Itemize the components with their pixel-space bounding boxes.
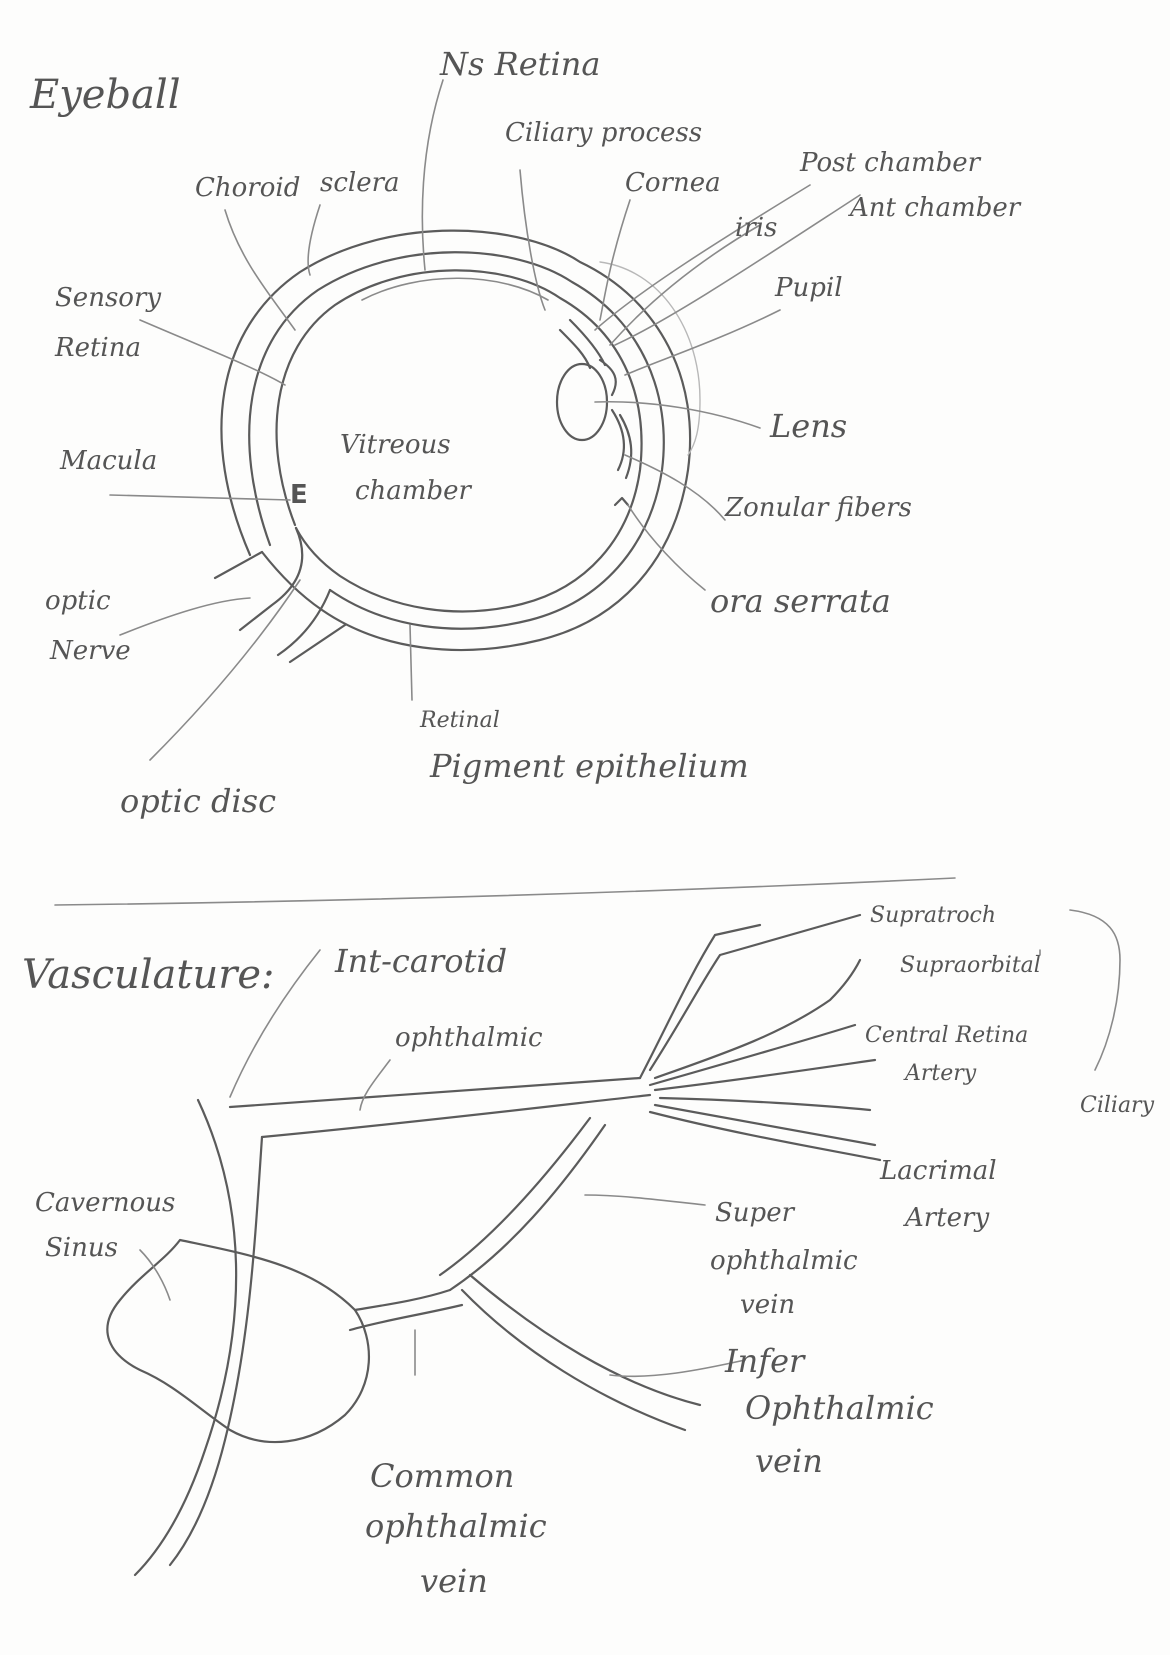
- vasculature-title: Vasculature:: [22, 952, 275, 998]
- ciliary-strokes: [610, 408, 633, 480]
- sup-ophthalmic-vein-b: [438, 1116, 592, 1277]
- label-sup-oph-2: ophthalmic: [710, 1246, 858, 1276]
- label-lacrimal-2: Artery: [905, 1203, 990, 1233]
- label-common-oph-1: Common: [370, 1457, 515, 1495]
- ora-serrata-mark: [613, 496, 630, 507]
- label-ciliary-process: Ciliary process: [505, 118, 703, 148]
- optic-nerve-base: [288, 623, 347, 664]
- common-ophthalmic-vein-b: [348, 1303, 464, 1332]
- sup-branch-b: [648, 913, 862, 1072]
- label-sup-oph-1: Super: [715, 1198, 795, 1228]
- label-cavernous-2: Sinus: [45, 1233, 118, 1263]
- ophthalmic-artery-bottom: [260, 1093, 652, 1139]
- choroid-outline: [248, 251, 665, 630]
- label-optic-nerve-1: optic: [45, 586, 111, 616]
- label-choroid: Choroid: [195, 173, 301, 203]
- label-int-carotid: Int-carotid: [335, 942, 508, 980]
- label-pupil: Pupil: [775, 273, 843, 303]
- int-carotid-outer: [133, 1098, 238, 1577]
- label-common-oph-2: ophthalmic: [365, 1507, 547, 1545]
- optic-nerve-upper: [213, 550, 264, 580]
- retina-outline: [275, 269, 643, 613]
- label-lacrimal-1: Lacrimal: [880, 1156, 997, 1186]
- label-inf-oph-3: vein: [755, 1442, 823, 1480]
- label-lens: Lens: [770, 407, 848, 445]
- iris-strokes: [558, 318, 617, 397]
- label-optic-disc: optic disc: [120, 782, 276, 820]
- ophthalmic-artery-top: [228, 1076, 642, 1109]
- label-post-chamber: Post chamber: [800, 148, 981, 178]
- label-sup-oph-3: vein: [740, 1290, 796, 1320]
- label-ns-retina: Ns Retina: [440, 45, 601, 83]
- label-inf-oph-2: Ophthalmic: [745, 1389, 934, 1427]
- label-retinal-pigment-1: Retinal: [420, 708, 500, 733]
- common-ophthalmic-vein-a: [353, 1288, 452, 1312]
- label-sclera: sclera: [320, 168, 400, 198]
- label-iris: iris: [735, 213, 778, 243]
- label-ophthalmic: ophthalmic: [395, 1023, 543, 1053]
- label-vitreous-2: chamber: [355, 476, 471, 506]
- label-ant-chamber: Ant chamber: [850, 193, 1021, 223]
- inf-ophthalmic-vein-a: [460, 1288, 687, 1432]
- cornea-faint: [599, 261, 701, 456]
- sup-branch-a: [638, 923, 762, 1080]
- label-cornea: Cornea: [625, 168, 721, 198]
- section-divider: [54, 877, 956, 906]
- label-central-retinal-1: Central Retina: [865, 1023, 1029, 1048]
- cavernous-sinus-outline: [106, 1238, 370, 1444]
- label-vitreous-1: Vitreous: [340, 430, 451, 460]
- label-retinal-pigment-2: Pigment epithelium: [430, 747, 749, 785]
- label-supraorbital: Supraorbital: [900, 953, 1041, 978]
- label-ora-serrata: ora serrata: [710, 582, 891, 620]
- optic-nerve-lower: [276, 588, 332, 657]
- label-zonular: Zonular fibers: [725, 493, 912, 523]
- label-macula: Macula: [60, 446, 158, 476]
- label-common-oph-3: vein: [420, 1562, 488, 1600]
- macula-mark: E: [290, 480, 308, 510]
- int-carotid-inner: [168, 1135, 264, 1567]
- retina-inner-line: [361, 277, 549, 301]
- label-optic-nerve-2: Nerve: [50, 636, 131, 666]
- label-sensory-retina-1: Sensory: [55, 283, 162, 313]
- inf-ophthalmic-vein-b: [468, 1273, 702, 1407]
- eyeball-diagram: E: [109, 79, 861, 761]
- label-supratrochlear: Supratroch: [870, 903, 997, 928]
- sup-ophthalmic-vein-a: [448, 1123, 607, 1292]
- ciliary-brace: [1069, 909, 1121, 1071]
- sclera-outline: [220, 229, 692, 652]
- eyeball-title: Eyeball: [30, 72, 181, 118]
- label-ciliary: Ciliary: [1080, 1093, 1155, 1118]
- label-sensory-retina-2: Retina: [55, 333, 141, 363]
- vasculature-diagram: [106, 909, 1121, 1577]
- label-central-retinal-2: Artery: [905, 1061, 977, 1086]
- label-inf-oph-1: Infer: [725, 1342, 805, 1380]
- optic-nerve-mid: [238, 526, 304, 632]
- label-cavernous-1: Cavernous: [35, 1188, 176, 1218]
